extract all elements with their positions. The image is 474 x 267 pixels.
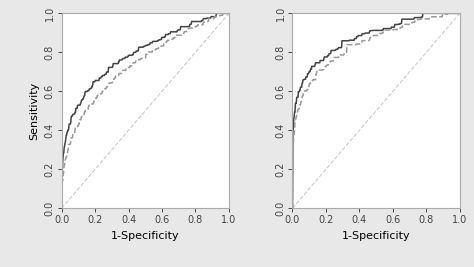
Y-axis label: Sensitivity: Sensitivity xyxy=(29,82,39,140)
X-axis label: 1-Specificity: 1-Specificity xyxy=(111,231,180,241)
X-axis label: 1-Specificity: 1-Specificity xyxy=(342,231,410,241)
